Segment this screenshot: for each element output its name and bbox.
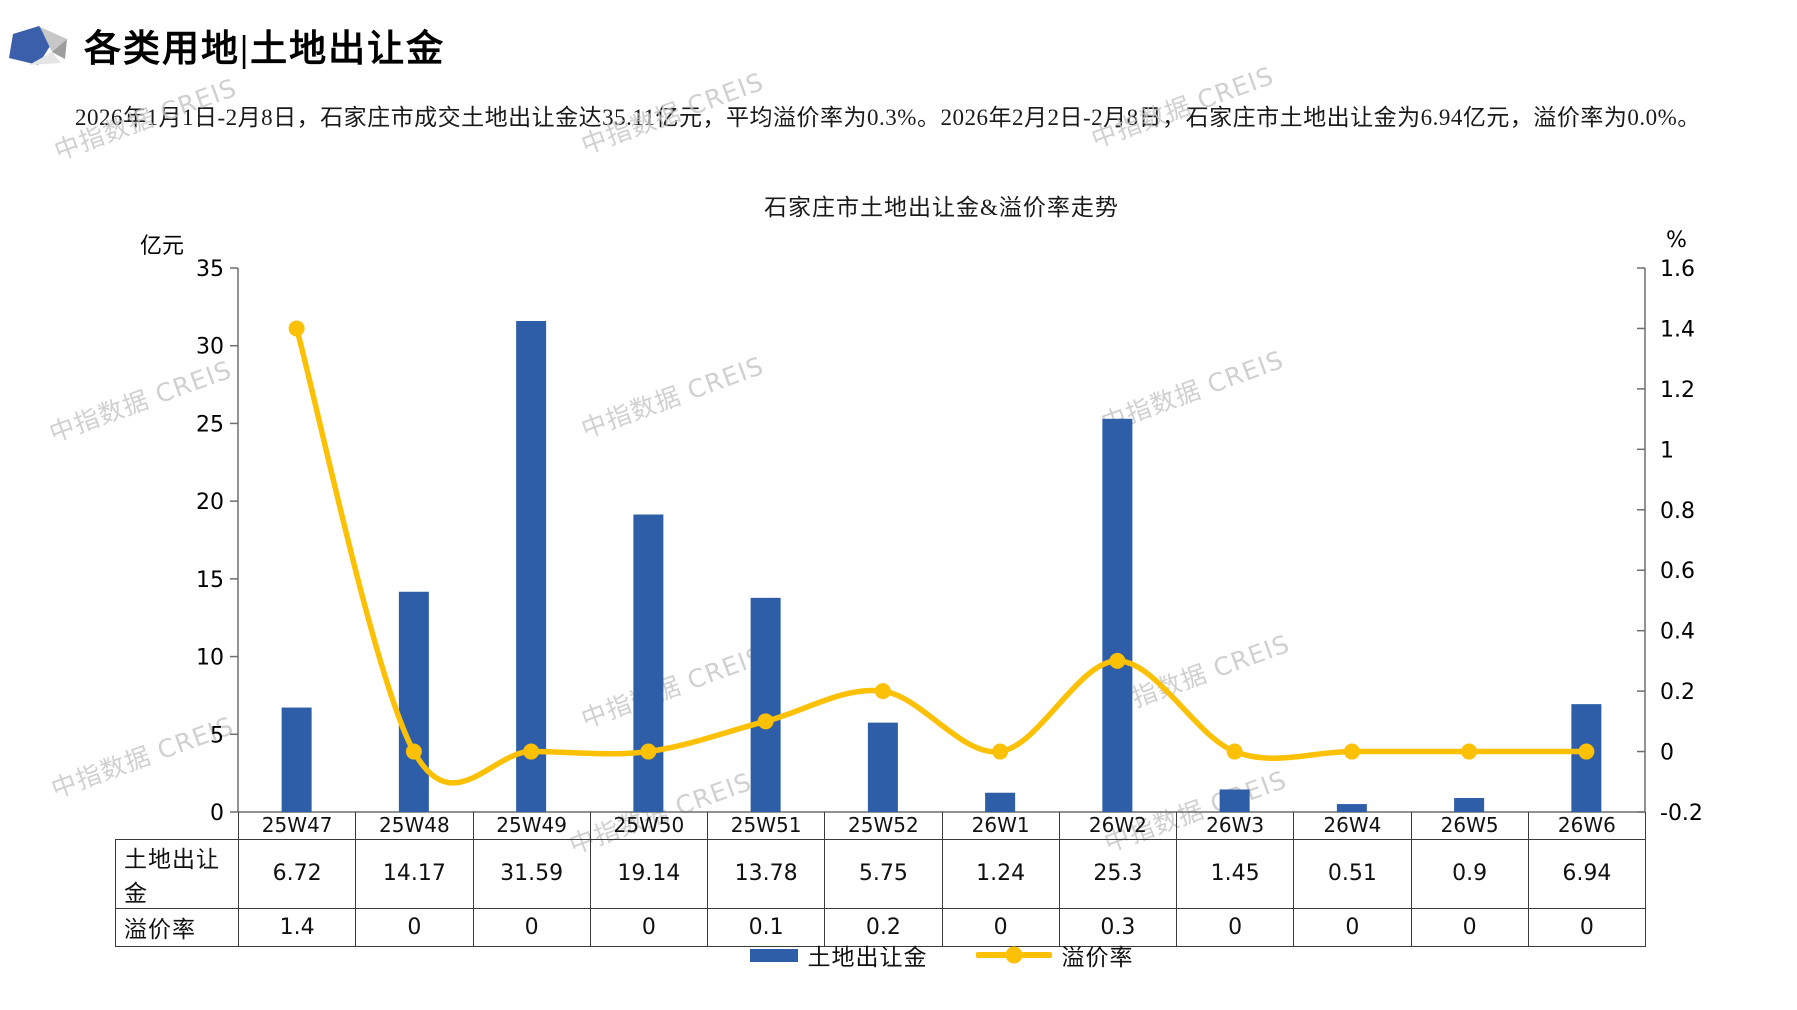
table-row-label: 溢价率 <box>115 907 239 947</box>
right-axis-tick-label: 1 <box>1660 438 1674 463</box>
table-category-header: 25W48 <box>355 812 474 840</box>
legend-item-line: 溢价率 <box>975 938 1134 972</box>
left-axis-tick-label: 0 <box>210 801 224 826</box>
table-value: 0 <box>589 907 709 947</box>
table-value: 0.9 <box>1410 838 1529 909</box>
table-value: 1.4 <box>237 907 357 947</box>
line-marker <box>1109 652 1126 669</box>
table-value: 31.59 <box>472 838 591 909</box>
line-marker <box>1461 743 1478 760</box>
chart-title: 石家庄市土地出让金&溢价率走势 <box>764 195 1119 220</box>
table-value: 0 <box>1410 907 1529 947</box>
table-corner-blank <box>116 812 239 839</box>
table-value: 0 <box>941 907 1060 947</box>
right-axis-unit: % <box>1666 228 1687 253</box>
bar <box>1219 789 1250 812</box>
bar <box>1102 418 1133 812</box>
left-axis-tick-label: 30 <box>196 335 224 360</box>
table-value: 0 <box>1527 907 1647 947</box>
legend-label-line: 溢价率 <box>1061 945 1134 970</box>
table-value: 6.94 <box>1527 838 1647 909</box>
line-marker <box>405 743 422 760</box>
table-category-header: 25W52 <box>824 812 943 840</box>
left-axis-tick-label: 35 <box>196 257 224 282</box>
table-value: 0.1 <box>706 907 826 947</box>
table-category-header: 26W3 <box>1175 812 1295 840</box>
table-value: 1.45 <box>1175 838 1295 909</box>
line-marker <box>640 743 657 760</box>
left-axis-tick-label: 5 <box>210 723 224 748</box>
left-axis-unit: 亿元 <box>140 233 185 258</box>
table-value: 14.17 <box>355 838 474 909</box>
summary-text: 2026年1月1日-2月8日，石家庄市成交土地出让金达35.11亿元，平均溢价率… <box>75 105 1701 130</box>
table-value: 6.72 <box>237 838 357 909</box>
table-header-row: 25W47 25W48 25W49 25W50 25W51 25W52 26W1 26W2 26… <box>116 812 1647 840</box>
bar <box>1454 798 1485 812</box>
table-category-header: 25W51 <box>706 812 826 840</box>
bar <box>633 514 664 812</box>
line-marker <box>874 683 891 700</box>
line-marker <box>1343 743 1360 760</box>
bar <box>867 722 898 812</box>
table-value: 0 <box>1175 907 1295 947</box>
legend-item-bar: 土地出让金 <box>749 938 928 972</box>
bar <box>1336 804 1367 812</box>
left-axis-tick-label: 20 <box>196 490 224 515</box>
right-axis-tick-label: 1.6 <box>1660 257 1695 282</box>
line-legend-swatch-icon <box>975 946 1052 964</box>
left-axis-tick-label: 10 <box>196 646 224 671</box>
data-table: 25W47 25W48 25W49 25W50 25W51 25W52 26W1 26W2 26… <box>115 812 1647 947</box>
line-marker <box>757 713 774 730</box>
left-axis-tick-label: 15 <box>196 568 224 593</box>
line-marker <box>523 743 540 760</box>
line-marker <box>992 743 1009 760</box>
table-value: 0.2 <box>824 907 943 947</box>
line-marker <box>1578 743 1595 760</box>
table-category-header: 25W47 <box>237 812 357 840</box>
right-axis-tick-label: 0.8 <box>1660 499 1695 524</box>
premium-rate-line <box>293 325 1590 786</box>
right-axis-tick-label: -0.2 <box>1660 801 1703 826</box>
table-body: 土地出让金 6.72 14.17 31.59 19.14 13.78 5.75 1.24 25.… <box>115 838 1647 947</box>
left-axis-tick-label: 25 <box>196 412 224 437</box>
right-axis-tick-label: 0.6 <box>1660 559 1695 584</box>
bar <box>985 792 1016 812</box>
table-value: 19.14 <box>589 838 709 909</box>
table-category-header: 26W5 <box>1410 812 1529 840</box>
table-value: 0 <box>355 907 474 947</box>
bar <box>516 321 547 812</box>
table-value: 13.78 <box>706 838 826 909</box>
right-axis-tick-label: 0.4 <box>1660 620 1695 645</box>
bar <box>750 597 781 812</box>
table-category-header: 26W1 <box>941 812 1060 840</box>
table-value: 0 <box>1293 907 1412 947</box>
bar <box>281 707 312 812</box>
chart-legend: 土地出让金 溢价率 <box>238 938 1645 972</box>
table-category-header: 26W4 <box>1293 812 1412 840</box>
table-value: 0.3 <box>1058 907 1178 947</box>
table-category-header: 26W2 <box>1058 812 1178 840</box>
line-marker <box>288 320 305 337</box>
table-value: 0.51 <box>1293 838 1412 909</box>
table-value: 5.75 <box>824 838 943 909</box>
report-header: 各类用地|土地出让金 <box>8 18 445 72</box>
table-category-header: 25W49 <box>472 812 591 840</box>
right-axis-tick-label: 1.4 <box>1660 317 1695 342</box>
legend-label-bar: 土地出让金 <box>807 945 928 970</box>
table-category-header: 26W6 <box>1527 812 1647 840</box>
bar-legend-swatch-icon <box>749 948 798 962</box>
table-row-label: 土地出让金 <box>115 838 239 909</box>
table-value: 1.24 <box>941 838 1060 909</box>
right-axis-tick-label: 1.2 <box>1660 378 1695 403</box>
creis-logo-icon <box>9 26 67 65</box>
right-axis-tick-label: 0.2 <box>1660 680 1695 705</box>
line-marker <box>1226 743 1243 760</box>
table-category-header: 25W50 <box>589 812 709 840</box>
table-value: 25.3 <box>1058 838 1178 909</box>
bar <box>398 591 429 812</box>
page-title: 各类用地|土地出让金 <box>84 29 446 70</box>
right-axis-tick-label: 0 <box>1660 741 1674 766</box>
